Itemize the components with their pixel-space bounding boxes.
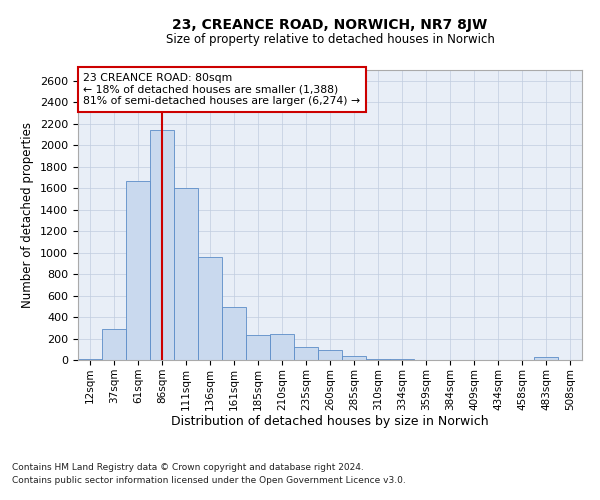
Bar [102, 329, 126, 360]
Text: Size of property relative to detached houses in Norwich: Size of property relative to detached ho… [166, 32, 494, 46]
Text: 23 CREANCE ROAD: 80sqm
← 18% of detached houses are smaller (1,388)
81% of semi-: 23 CREANCE ROAD: 80sqm ← 18% of detached… [83, 73, 360, 106]
Bar [78, 359, 102, 360]
Y-axis label: Number of detached properties: Number of detached properties [22, 122, 34, 308]
Bar [246, 336, 270, 360]
Bar [294, 346, 318, 360]
Bar [126, 180, 150, 360]
X-axis label: Distribution of detached houses by size in Norwich: Distribution of detached houses by size … [171, 416, 489, 428]
Bar [198, 257, 222, 360]
Text: 23, CREANCE ROAD, NORWICH, NR7 8JW: 23, CREANCE ROAD, NORWICH, NR7 8JW [172, 18, 488, 32]
Bar [318, 350, 342, 360]
Bar [534, 358, 558, 360]
Bar [150, 130, 174, 360]
Bar [366, 359, 390, 360]
Bar [174, 188, 198, 360]
Text: Contains public sector information licensed under the Open Government Licence v3: Contains public sector information licen… [12, 476, 406, 485]
Bar [342, 356, 366, 360]
Bar [270, 334, 294, 360]
Text: Contains HM Land Registry data © Crown copyright and database right 2024.: Contains HM Land Registry data © Crown c… [12, 464, 364, 472]
Bar [222, 308, 246, 360]
